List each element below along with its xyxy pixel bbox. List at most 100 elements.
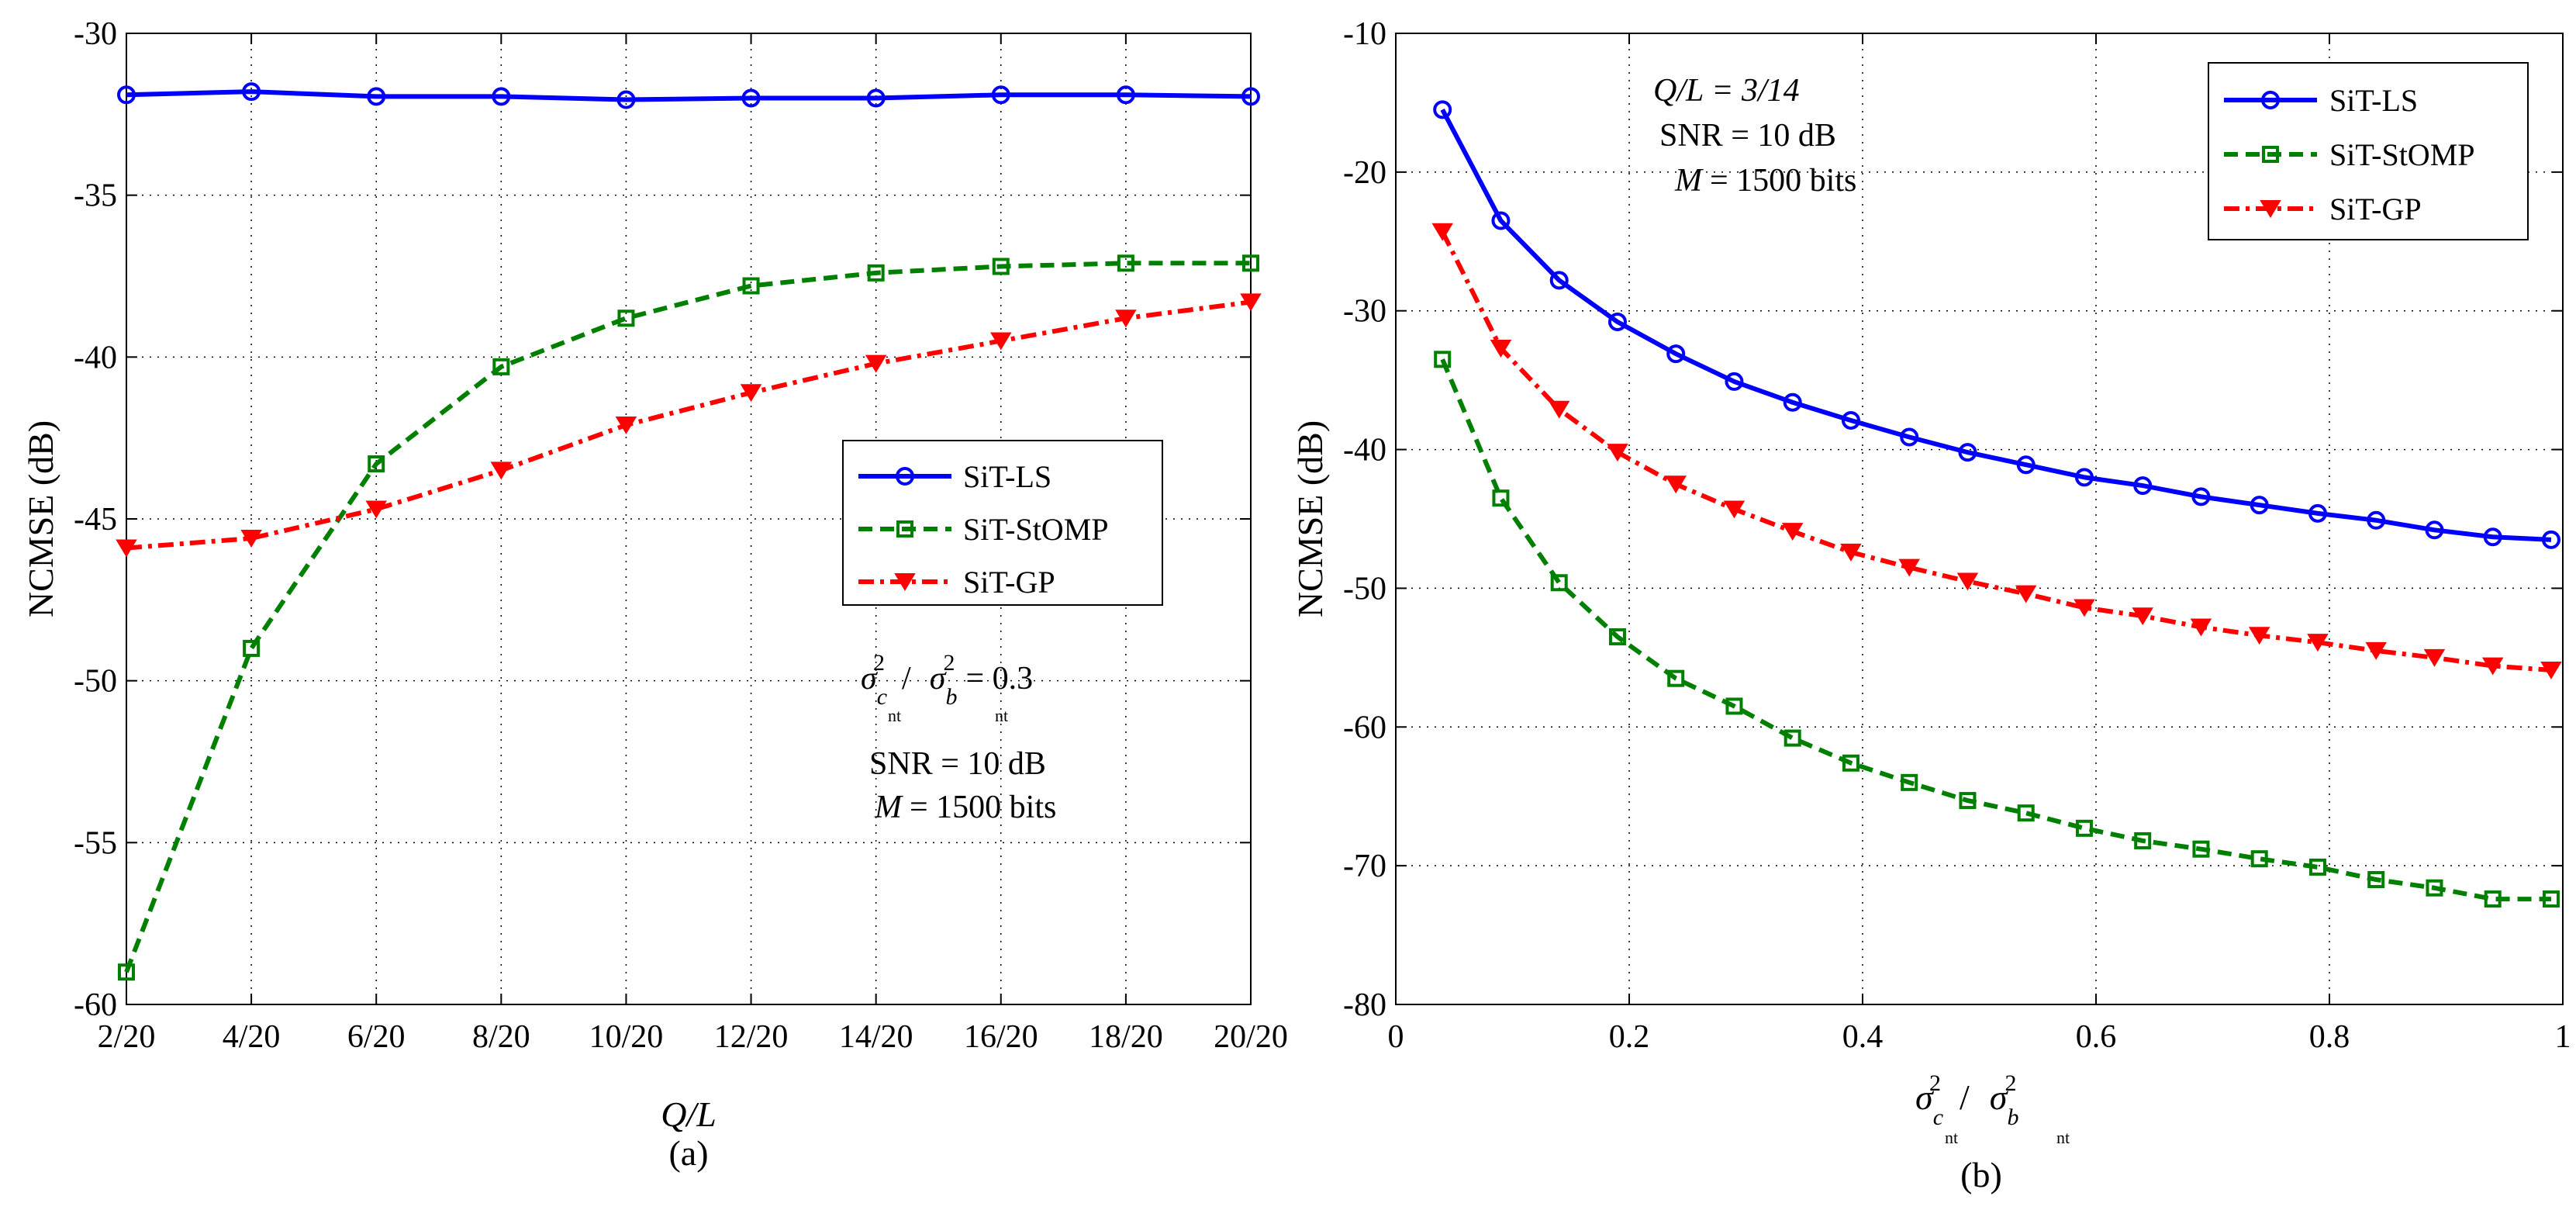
data-point-sit-gp: [365, 500, 387, 519]
series-sit-gp: [1431, 223, 2562, 679]
data-point-sit-gp: [2307, 634, 2329, 652]
annotation-snr-a: SNR = 10 dB: [869, 746, 1046, 782]
data-point-sit-gp: [1115, 309, 1137, 328]
data-point-sit-ls: [2483, 527, 2502, 547]
legend-box-a: [842, 440, 1163, 606]
data-point-sit-gp: [2365, 641, 2387, 660]
chart-b: 0 0.2 0.4 0.6 0.8 1 -80 -70 -60 -50 -40 -30 -20 -10 S…: [1290, 16, 2571, 1194]
data-point-sit-ls: [1666, 344, 1686, 364]
data-point-sit-stomp: [1434, 351, 1452, 368]
chart-a: 2/20 4/20 6/20 8/20 10/20 12/20 14/20 16/20 18/2…: [21, 16, 1288, 1173]
series-line-sit-stomp: [124, 261, 1251, 973]
data-point-sit-gp: [1490, 340, 1512, 358]
y-tick-label: -55: [74, 825, 117, 861]
data-point-sit-ls: [2250, 496, 2269, 515]
series-line-sit-gp: [126, 299, 1252, 551]
data-point-sit-stomp: [2367, 871, 2385, 889]
x-tick-label: 8/20: [472, 1019, 530, 1055]
series-line-sit-stomp: [1440, 358, 2551, 902]
x-tick-label: 0: [1388, 1019, 1404, 1055]
data-point-sit-stomp: [2250, 850, 2268, 868]
caption-a: (a): [668, 1133, 708, 1173]
data-point-sit-stomp: [2308, 858, 2326, 876]
data-point-sit-ls: [991, 85, 1010, 105]
x-tick-label: 1: [2555, 1019, 2571, 1055]
caption-b: (b): [1960, 1155, 2002, 1194]
legend-entry-sit-stomp: SiT-StOMP: [2224, 137, 2475, 172]
data-point-sit-gp: [615, 416, 637, 434]
data-point-sit-stomp: [1492, 489, 1510, 507]
data-point-sit-gp: [1607, 444, 1628, 462]
series-line-sit-ls: [126, 89, 1252, 102]
annotation-a: σc2/σb2 = 0.3 nt nt SNR = 10 dB M = 1500 b…: [861, 650, 1056, 825]
data-point-sit-ls: [1433, 100, 1452, 119]
x-axis-sub-nt: nt: [2056, 1128, 2070, 1147]
data-point-sit-gp: [1665, 475, 1687, 494]
data-point-sit-ls: [2367, 510, 2386, 530]
data-point-sit-gp: [2074, 599, 2095, 617]
legend-label: SiT-LS: [2329, 83, 2418, 118]
data-point-sit-stomp: [1608, 628, 1626, 646]
x-tick-label: 4/20: [223, 1019, 281, 1055]
data-point-sit-gp: [1240, 293, 1262, 312]
y-tick-label: -30: [1343, 294, 1386, 330]
x-axis-label-a: Q/L: [661, 1094, 717, 1134]
data-point-sit-ls: [1549, 271, 1569, 290]
y-tick-label: -50: [1343, 571, 1386, 607]
data-point-sit-gp: [1781, 523, 1804, 541]
x-tick-label: 20/20: [1214, 1019, 1288, 1055]
legend-entry-sit-ls: SiT-LS: [2224, 83, 2418, 118]
data-point-sit-gp: [2423, 648, 2446, 667]
data-point-sit-stomp: [617, 309, 635, 327]
y-tick-label: -45: [74, 502, 117, 538]
data-point-sit-gp: [865, 354, 887, 373]
series-line-sit-ls: [1440, 108, 2552, 542]
data-point-sit-stomp: [2075, 819, 2093, 837]
legend-label: SiT-StOMP: [963, 512, 1109, 547]
data-point-sit-ls: [2425, 520, 2444, 540]
data-point-sit-stomp: [742, 277, 760, 295]
data-point-sit-stomp: [1725, 697, 1743, 715]
data-point-sit-ls: [242, 82, 261, 102]
data-point-sit-gp: [2540, 661, 2562, 679]
data-point-sit-stomp: [492, 358, 510, 375]
x-tick-label: 2/20: [98, 1019, 156, 1055]
data-point-sit-stomp: [1117, 254, 1134, 272]
data-point-sit-ls: [2133, 476, 2153, 496]
y-axis-label-b: NCMSE (dB): [1290, 420, 1330, 617]
data-point-sit-stomp: [243, 639, 261, 657]
series-sit-stomp: [1434, 351, 2560, 908]
data-point-sit-ls: [1958, 443, 1977, 462]
data-point-sit-gp: [990, 332, 1012, 351]
annotation-bits-b: M = 1500 bits: [1674, 163, 1856, 199]
data-point-sit-stomp: [1842, 754, 1859, 772]
legend-label: SiT-GP: [2329, 192, 2422, 226]
legend-label: SiT-LS: [963, 459, 1051, 494]
annotation-sigma-ratio: σc2/σb2 = 0.3: [861, 650, 1033, 710]
data-point-sit-ls: [1783, 392, 1802, 412]
data-point-sit-stomp: [2017, 804, 2035, 822]
data-point-sit-ls: [741, 88, 761, 108]
y-tick-label: -40: [74, 340, 117, 375]
x-tick-label: 14/20: [839, 1019, 913, 1055]
grid-b: [1396, 33, 2563, 1004]
data-point-sit-ls: [2074, 468, 2094, 487]
y-tick-label: -10: [1343, 16, 1386, 52]
data-point-sit-gp: [1723, 500, 1746, 519]
data-point-sit-ls: [1725, 372, 1744, 391]
legend-label: SiT-GP: [963, 565, 1055, 600]
y-tick-label: -70: [1343, 849, 1386, 884]
data-point-sit-gp: [2132, 607, 2153, 626]
data-point-sit-stomp: [2426, 879, 2443, 897]
x-tick-label: 0.2: [1609, 1019, 1650, 1055]
data-point-sit-ls: [616, 90, 636, 109]
data-point-sit-gp: [2015, 585, 2037, 603]
x-tick-label: 10/20: [589, 1019, 664, 1055]
data-point-sit-gp: [116, 539, 137, 558]
data-point-sit-gp: [2190, 618, 2212, 637]
axis-ticks-a: 2/20 4/20 6/20 8/20 10/20 12/20 14/20 16/20 18/2…: [74, 16, 1288, 1055]
y-tick-label: -40: [1343, 433, 1386, 468]
x-tick-label: 18/20: [1089, 1019, 1163, 1055]
x-tick-label: 0.6: [2076, 1019, 2117, 1055]
data-point-sit-stomp: [368, 455, 385, 473]
